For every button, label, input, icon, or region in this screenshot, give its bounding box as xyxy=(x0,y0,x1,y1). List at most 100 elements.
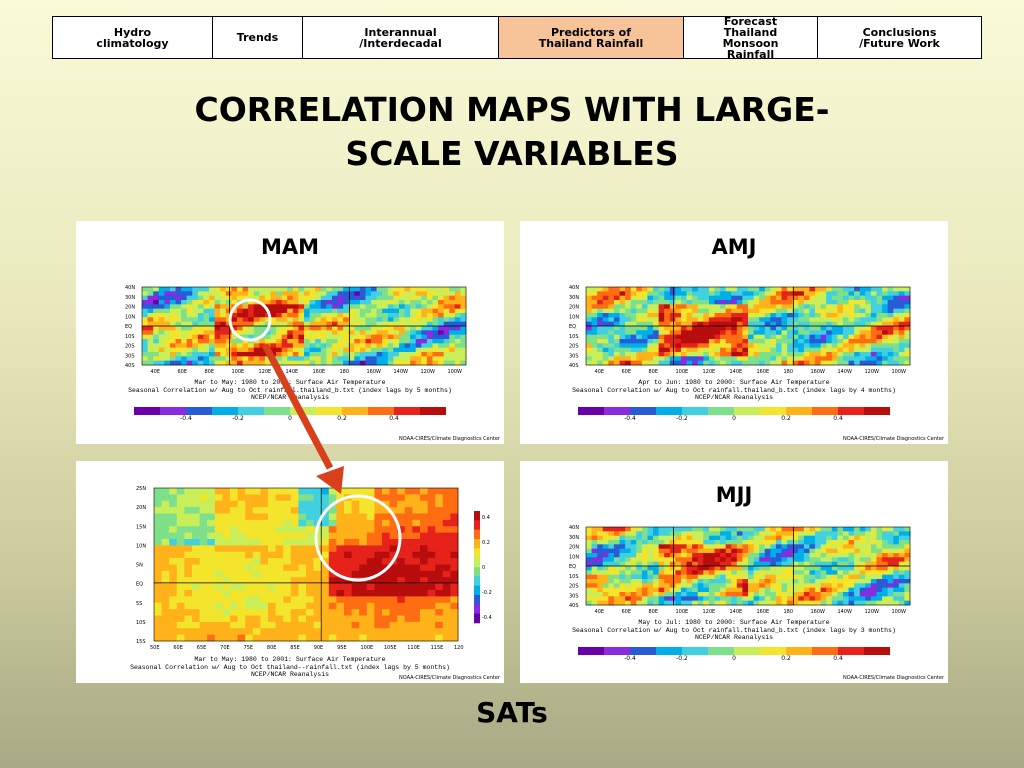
pointer-arrowhead xyxy=(316,466,344,494)
tab-forecast[interactable]: Forecast Thailand Monsoon Rainfall xyxy=(684,16,818,60)
colorbar-tick-label: 0.2 xyxy=(781,655,791,662)
tab-predictors[interactable]: Predictors of Thailand Rainfall xyxy=(499,17,684,58)
correlation-map-mjj: 40N 30N 20N 10N EQ 10S 20S 30S 40S 40E 60E 80E 100E 1… xyxy=(569,525,911,615)
lat-tick-label: EQ xyxy=(136,582,143,588)
lon-tick-label: 70E xyxy=(220,645,230,651)
correlation-field xyxy=(586,527,911,606)
panel-mam: MAM 40N 30N 20N 10N EQ 10S 20S 30S 40S 40E 60E 80E 1… xyxy=(76,221,504,444)
colorbar-swatch xyxy=(474,529,480,540)
tab-trends[interactable]: Trends xyxy=(213,17,303,58)
lon-tick-label: 60E xyxy=(622,609,632,615)
lat-tick-label: EQ xyxy=(569,324,576,330)
lon-tick-label: 90E xyxy=(314,645,324,651)
lat-tick-label: 40N xyxy=(125,285,135,291)
colorbar-tick-label: -0.2 xyxy=(482,590,492,596)
colorbar-tick-label: -0.2 xyxy=(676,655,688,662)
lon-tick-label: 115E xyxy=(431,645,444,651)
colorbar-tick-label: 0.4 xyxy=(389,415,399,422)
lon-tick-label: 65E xyxy=(197,645,207,651)
lon-tick-label: 85E xyxy=(290,645,300,651)
colorbar-swatch xyxy=(474,585,480,596)
colorbar xyxy=(578,647,890,655)
lon-tick-label: 160E xyxy=(757,369,770,375)
panel-amj: AMJ 40N 30N 20N 10N EQ 10S 20S 30S 40S 40E 60E 80E 1… xyxy=(520,221,948,444)
colorbar-swatch xyxy=(474,511,480,521)
credit-text: NOAA-CIRES/Climate Diagnostics Center xyxy=(843,675,944,681)
tab-conclusions[interactable]: Conclusions /Future Work xyxy=(859,25,940,50)
panel-mjj: MJJ 40N 30N 20N 10N EQ 10S 20S 30S 40S 40E 60E 80E 1… xyxy=(520,461,948,683)
lon-tick-label: 180 xyxy=(784,609,794,615)
lon-tick-label: 40E xyxy=(595,369,605,375)
map-caption: May to Jul: 1980 to 2000: Surface Air Te… xyxy=(572,619,896,641)
colorbar-tick-label: 0 xyxy=(288,415,292,422)
lat-tick-label: 15S xyxy=(136,639,146,645)
lat-tick-label: 10N xyxy=(569,314,579,320)
credit-text: NOAA-CIRES/Climate Diagnostics Center xyxy=(399,675,500,681)
lon-tick-label: 140W xyxy=(394,369,409,375)
footer-label: SATs xyxy=(476,696,548,729)
lon-tick-label: 105E xyxy=(384,645,397,651)
lon-tick-label: 50E xyxy=(150,645,160,651)
colorbar-swatch xyxy=(474,576,480,586)
lon-tick-label: 60E xyxy=(178,369,188,375)
lat-tick-label: 30N xyxy=(569,295,579,301)
lat-tick-label: 10S xyxy=(569,334,579,340)
lat-tick-label: 20N xyxy=(136,505,146,511)
lon-tick-label: 120W xyxy=(421,369,436,375)
map-caption: Mar to May: 1980 to 2001: Surface Air Te… xyxy=(130,656,450,678)
map-caption: Apr to Jun: 1980 to 2000: Surface Air Te… xyxy=(572,379,896,401)
lon-tick-label: 160W xyxy=(811,609,826,615)
lat-tick-label: 40N xyxy=(569,525,579,531)
lon-tick-label: 120W xyxy=(865,609,880,615)
lon-tick-label: 80E xyxy=(649,609,659,615)
highlight-circle-zoom xyxy=(314,494,402,582)
lat-tick-label: 20N xyxy=(569,305,579,311)
colorbar-tick-label: 0.2 xyxy=(482,540,490,546)
lon-tick-label: 100E xyxy=(676,369,689,375)
lon-tick-label: 140E xyxy=(730,609,743,615)
lon-tick-label: 60E xyxy=(622,369,632,375)
lon-tick-label: 95E xyxy=(337,645,347,651)
lat-tick-label: 30S xyxy=(569,593,579,599)
lat-tick-label: 10N xyxy=(125,314,135,320)
tab-hydroclimatology[interactable]: Hydro climatology xyxy=(53,17,213,58)
lon-tick-label: 80E xyxy=(649,369,659,375)
lon-tick-label: 80E xyxy=(267,645,277,651)
tab-interannual[interactable]: Interannual /Interdecadal xyxy=(303,17,499,58)
lat-tick-label: 10S xyxy=(125,334,135,340)
lon-tick-label: 80E xyxy=(205,369,215,375)
lat-tick-label: 30N xyxy=(125,295,135,301)
credit-text: NOAA-CIRES/Climate Diagnostics Center xyxy=(399,436,500,442)
lat-tick-label: 20S xyxy=(569,584,579,590)
lat-tick-label: EQ xyxy=(125,324,132,330)
lat-tick-label: 10N xyxy=(569,554,579,560)
lon-tick-label: 120W xyxy=(865,369,880,375)
lon-tick-label: 140E xyxy=(730,369,743,375)
lat-tick-label: 40S xyxy=(125,363,135,369)
colorbar-swatch xyxy=(474,604,480,614)
lat-tick-label: 20N xyxy=(569,545,579,551)
lon-tick-label: 75E xyxy=(244,645,254,651)
lat-tick-label: 10S xyxy=(569,574,579,580)
colorbar-swatch xyxy=(474,567,480,577)
lon-tick-label: 140E xyxy=(286,369,299,375)
colorbar-tick-label: 0.4 xyxy=(482,515,490,521)
lon-tick-label: 100W xyxy=(448,369,463,375)
lat-tick-label: 30S xyxy=(569,353,579,359)
colorbar-swatch xyxy=(474,557,480,568)
lon-tick-label: 140W xyxy=(838,369,853,375)
map-caption: Mar to May: 1980 to 2000: Surface Air Te… xyxy=(128,379,452,401)
lat-tick-label: 40S xyxy=(569,363,579,369)
lon-tick-label: 100W xyxy=(892,609,907,615)
lon-tick-label: 160W xyxy=(811,369,826,375)
panel-title: AMJ xyxy=(711,235,757,259)
colorbar-tick-label: 0 xyxy=(732,415,736,422)
lat-tick-label: 10S xyxy=(136,620,146,626)
colorbar-tick-label: -0.4 xyxy=(180,415,192,422)
lon-tick-label: 60E xyxy=(173,645,183,651)
lon-tick-label: 160E xyxy=(313,369,326,375)
section-nav: Hydro climatology Trends Interannual /In… xyxy=(52,16,982,60)
lat-tick-label: 30S xyxy=(125,353,135,359)
colorbar-swatch xyxy=(474,548,480,558)
